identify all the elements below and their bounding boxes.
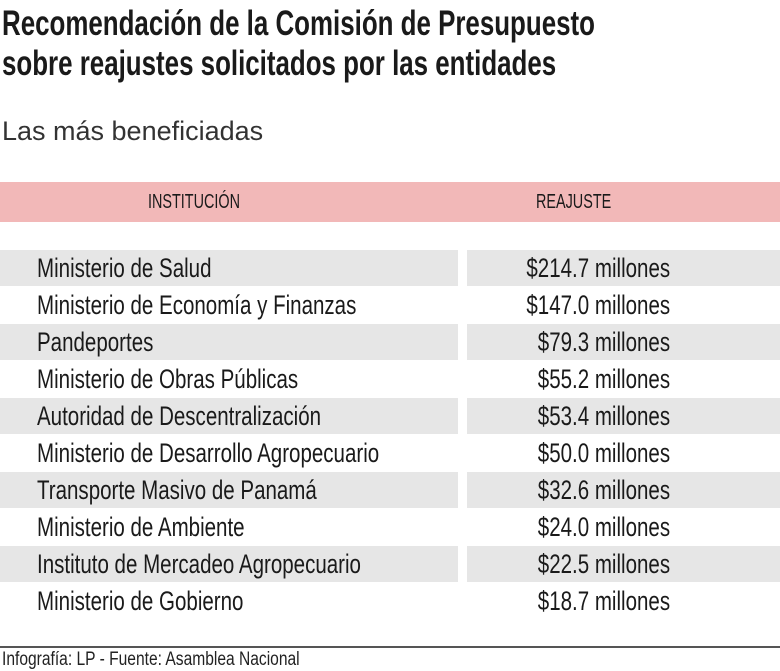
cell-institucion: Instituto de Mercadeo Agropecuario [0, 546, 458, 582]
cell-reajuste: $22.5 millones [467, 546, 780, 582]
cell-institucion: Transporte Masivo de Panamá [0, 472, 458, 508]
reajuste-value: $214.7 millones [526, 253, 670, 283]
cell-institucion: Ministerio de Ambiente [0, 509, 458, 545]
table-row: Transporte Masivo de Panamá $32.6 millone… [0, 472, 780, 508]
reajuste-value: $24.0 millones [537, 512, 670, 542]
table-row: Ministerio de Economía y Finanzas $147.0 … [0, 287, 780, 323]
cell-reajuste: $24.0 millones [467, 509, 780, 545]
title-line-1: Recomendación de la Comisión de Presupue… [2, 4, 595, 43]
cell-institucion: Ministerio de Obras Públicas [0, 361, 458, 397]
institution-name: Ministerio de Obras Públicas [37, 364, 299, 394]
institution-name: Transporte Masivo de Panamá [37, 475, 317, 505]
cell-institucion: Ministerio de Economía y Finanzas [0, 287, 458, 323]
table-row: Ministerio de Ambiente $24.0 millones [0, 509, 780, 545]
institution-name: Ministerio de Desarrollo Agropecuario [37, 438, 380, 468]
cell-reajuste: $55.2 millones [467, 361, 780, 397]
cell-reajuste: $53.4 millones [467, 398, 780, 434]
table-row: Ministerio de Obras Públicas $55.2 millon… [0, 361, 780, 397]
cell-reajuste: $18.7 millones [467, 583, 780, 619]
institution-name: Ministerio de Economía y Finanzas [37, 290, 357, 320]
cell-reajuste: $79.3 millones [467, 324, 780, 360]
table-row: Ministerio de Gobierno $18.7 millones [0, 583, 780, 619]
reajuste-value: $147.0 millones [526, 290, 670, 320]
institution-name: Ministerio de Gobierno [37, 586, 244, 616]
institution-name: Ministerio de Salud [37, 253, 212, 283]
reajuste-value: $32.6 millones [537, 475, 670, 505]
reajuste-value: $55.2 millones [537, 364, 670, 394]
institution-name: Instituto de Mercadeo Agropecuario [37, 549, 361, 579]
subtitle: Las más beneficiadas [2, 116, 264, 146]
reajuste-value: $79.3 millones [537, 327, 670, 357]
source-credit: Infografía: LP - Fuente: Asamblea Nacion… [2, 649, 300, 670]
cell-reajuste: $32.6 millones [467, 472, 780, 508]
cell-institucion: Ministerio de Desarrollo Agropecuario [0, 435, 458, 471]
cell-reajuste: $214.7 millones [467, 250, 780, 286]
institution-name: Pandeportes [37, 327, 154, 357]
cell-reajuste: $50.0 millones [467, 435, 780, 471]
cell-institucion: Ministerio de Salud [0, 250, 458, 286]
reajuste-value: $50.0 millones [537, 438, 670, 468]
table-row: Autoridad de Descentralización $53.4 mill… [0, 398, 780, 434]
column-header-reajuste: REAJUSTE [536, 191, 612, 213]
table-row: Ministerio de Desarrollo Agropecuario $50… [0, 435, 780, 471]
table-row: Pandeportes $79.3 millones [0, 324, 780, 360]
cell-institucion: Ministerio de Gobierno [0, 583, 458, 619]
cell-reajuste: $147.0 millones [467, 287, 780, 323]
reajuste-value: $22.5 millones [537, 549, 670, 579]
title-line-2: sobre reajustes solicitados por las enti… [2, 44, 557, 83]
reajuste-value: $18.7 millones [537, 586, 670, 616]
table-row: Ministerio de Salud $214.7 millones [0, 250, 780, 286]
institution-name: Ministerio de Ambiente [37, 512, 245, 542]
column-header-institucion: INSTITUCIÓN [148, 191, 241, 213]
institution-name: Autoridad de Descentralización [37, 401, 322, 431]
cell-institucion: Pandeportes [0, 324, 458, 360]
table-row: Instituto de Mercadeo Agropecuario $22.5 … [0, 546, 780, 582]
cell-institucion: Autoridad de Descentralización [0, 398, 458, 434]
reajuste-value: $53.4 millones [537, 401, 670, 431]
table-header: INSTITUCIÓN REAJUSTE [0, 182, 780, 222]
footer-divider [0, 646, 780, 648]
